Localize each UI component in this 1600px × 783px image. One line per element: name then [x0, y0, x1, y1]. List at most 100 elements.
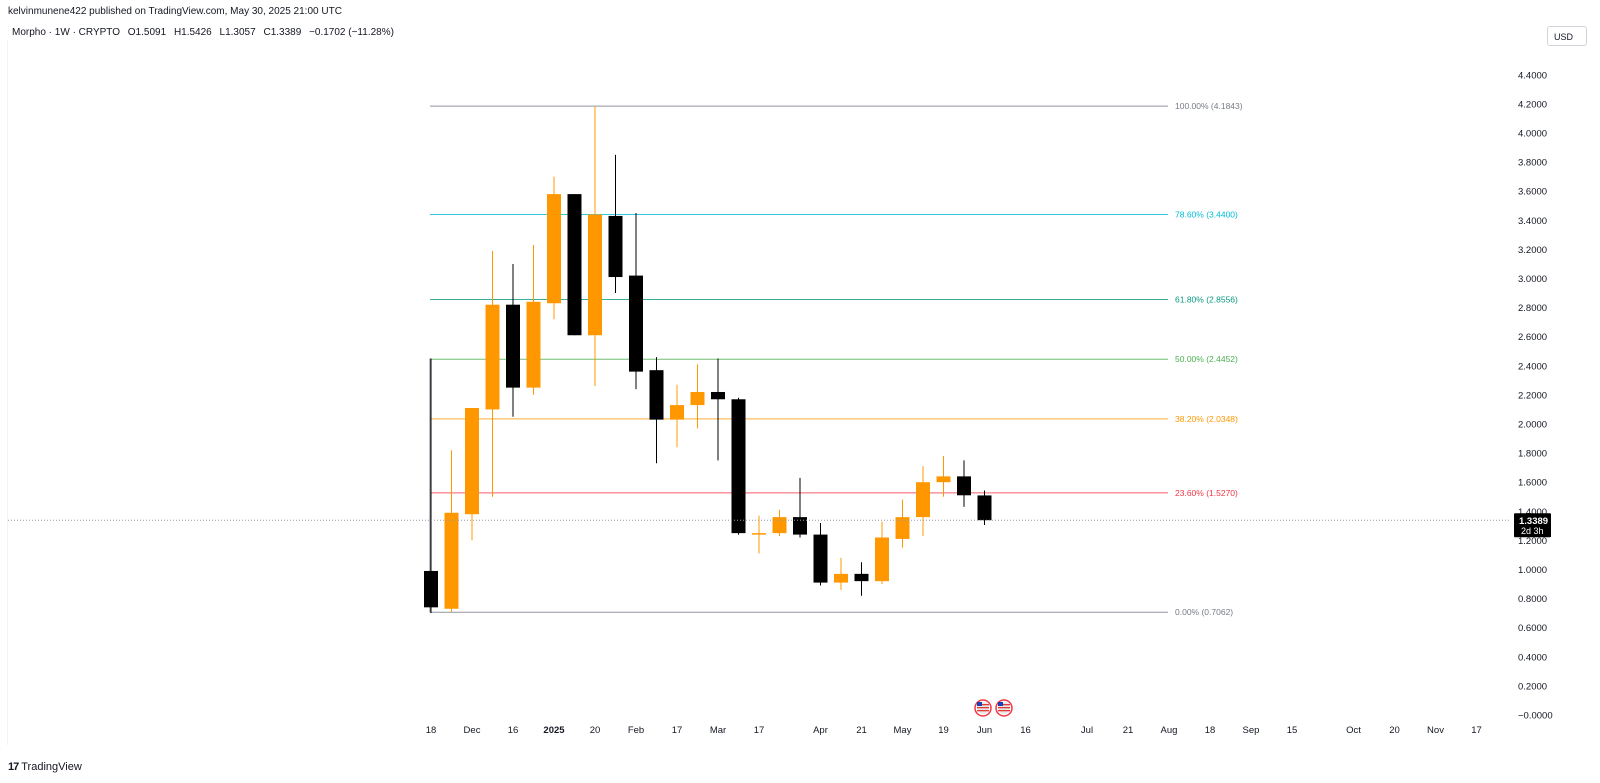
candle-body	[506, 304, 520, 388]
ohlc-low: L1.3057	[219, 27, 256, 38]
us-flag-icon	[995, 699, 1013, 717]
fib-level-label: 100.00% (4.1843)	[1175, 101, 1243, 111]
x-tick-label: Aug	[1161, 725, 1178, 736]
currency-button[interactable]: USD	[1547, 26, 1587, 46]
x-tick-label: Feb	[628, 725, 644, 736]
price-change: −0.1702 (−11.28%)	[309, 27, 394, 38]
y-tick-label: 4.2000	[1518, 99, 1547, 110]
x-tick-label: Jun	[977, 725, 992, 736]
tradingview-logo[interactable]: 17 TradingView	[8, 761, 82, 773]
y-tick-label: 4.0000	[1518, 129, 1547, 140]
x-tick-label: Nov	[1427, 725, 1444, 736]
fib-retracement: 100.00% (4.1843) 78.60% (3.4400) 61.80% (2…	[429, 101, 1243, 617]
candle-body	[977, 495, 992, 521]
candles	[424, 106, 992, 614]
candle-body	[608, 215, 623, 278]
y-tick-label: −0.0000	[1518, 711, 1553, 722]
tradingview-logo-icon: 17	[8, 761, 19, 773]
candle-body	[444, 512, 459, 609]
y-tick-label: 2.2000	[1518, 390, 1547, 401]
y-tick-label: 1.4000	[1518, 507, 1547, 518]
y-tick-label: 2.0000	[1518, 420, 1547, 431]
candle-body	[547, 194, 561, 304]
x-tick-label: 18	[1205, 725, 1216, 736]
fib-level-label: 50.00% (2.4452)	[1175, 354, 1238, 364]
us-flag-icon	[974, 699, 992, 717]
symbol-label[interactable]: Morpho · 1W · CRYPTO	[12, 27, 120, 38]
fib-level-label: 0.00% (0.7062)	[1175, 607, 1233, 617]
candle-body	[526, 301, 541, 388]
x-tick-label: 19	[938, 725, 949, 736]
x-tick-label: 15	[1287, 725, 1298, 736]
candle-body	[424, 570, 438, 608]
y-tick-label: 0.8000	[1518, 594, 1547, 605]
y-tick-label: 1.6000	[1518, 478, 1547, 489]
candle-body	[793, 517, 807, 535]
x-tick-label: Apr	[813, 725, 828, 736]
candle-body	[670, 405, 684, 420]
y-tick-label: 3.6000	[1518, 187, 1547, 198]
candle-body	[772, 517, 787, 534]
y-tick-label: 0.6000	[1518, 623, 1547, 634]
fib-level-label: 38.20% (2.0348)	[1175, 414, 1238, 424]
y-tick-label: 1.0000	[1518, 565, 1547, 576]
y-tick-label: 3.0000	[1518, 274, 1547, 285]
candle-body	[567, 194, 582, 336]
candle-body	[465, 407, 479, 515]
x-tick-label: 21	[856, 725, 867, 736]
candle-body	[588, 214, 602, 336]
published-caption: kelvinmunene422 published on TradingView…	[8, 6, 342, 17]
x-tick-label: 21	[1123, 725, 1134, 736]
x-tick-label: Dec	[464, 725, 481, 736]
time-axis: 18 Dec 16 2025 20 Feb 17 Mar 17 Apr 21 May 19 Jun 16 Ju…	[426, 725, 1482, 736]
x-tick-label: Mar	[710, 725, 726, 736]
x-tick-label: 16	[1020, 725, 1031, 736]
candle-body	[834, 573, 848, 583]
candle-body	[485, 304, 500, 410]
countdown-label: 2d 3h	[1521, 526, 1544, 536]
x-tick-label: 17	[672, 725, 683, 736]
last-price-tag	[1514, 513, 1551, 538]
y-tick-label: 0.2000	[1518, 681, 1547, 692]
x-tick-label: May	[894, 725, 912, 736]
y-tick-label: 2.8000	[1518, 303, 1547, 314]
ohlc-high: H1.5426	[173, 27, 212, 38]
x-tick-label: Oct	[1346, 725, 1361, 736]
candle-body	[752, 533, 766, 535]
x-tick-label: 2025	[543, 725, 565, 736]
fib-level-label: 78.60% (3.4400)	[1175, 209, 1238, 219]
y-tick-label: 3.4000	[1518, 216, 1547, 227]
y-tick-label: 0.4000	[1518, 652, 1547, 663]
candle-body	[957, 476, 971, 496]
last-price-label: 1.3389	[1519, 516, 1548, 527]
x-tick-label: 18	[426, 725, 437, 736]
y-tick-label: 4.4000	[1518, 70, 1547, 81]
candle-body	[649, 370, 664, 420]
candle-body	[711, 391, 725, 400]
y-tick-label: 3.8000	[1518, 158, 1547, 169]
tradingview-logo-text: TradingView	[21, 761, 82, 773]
x-tick-label: Jul	[1081, 725, 1093, 736]
x-tick-label: Sep	[1243, 725, 1260, 736]
candle-body	[916, 482, 930, 518]
y-tick-label: 2.6000	[1518, 332, 1547, 343]
x-tick-label: 16	[508, 725, 519, 736]
candle-body	[936, 476, 951, 483]
y-tick-label: 3.2000	[1518, 245, 1547, 256]
symbol-legend: Morpho · 1W · CRYPTO O1.5091 H1.5426 L1.…	[12, 27, 399, 38]
fib-level-label: 23.60% (1.5270)	[1175, 488, 1238, 498]
y-tick-label: 1.2000	[1518, 536, 1547, 547]
chart-left-border	[7, 40, 8, 745]
y-tick-label: 2.4000	[1518, 361, 1547, 372]
price-axis: 4.4000 4.2000 4.0000 3.8000 3.6000 3.4000 3.20…	[1518, 70, 1553, 721]
candle-body	[895, 517, 910, 539]
ohlc-open: O1.5091	[127, 27, 167, 38]
candle-body	[731, 399, 746, 534]
candle-body	[690, 391, 705, 406]
x-tick-label: 17	[754, 725, 765, 736]
candle-body	[854, 573, 869, 582]
x-tick-label: 20	[590, 725, 601, 736]
candle-body	[875, 537, 889, 582]
